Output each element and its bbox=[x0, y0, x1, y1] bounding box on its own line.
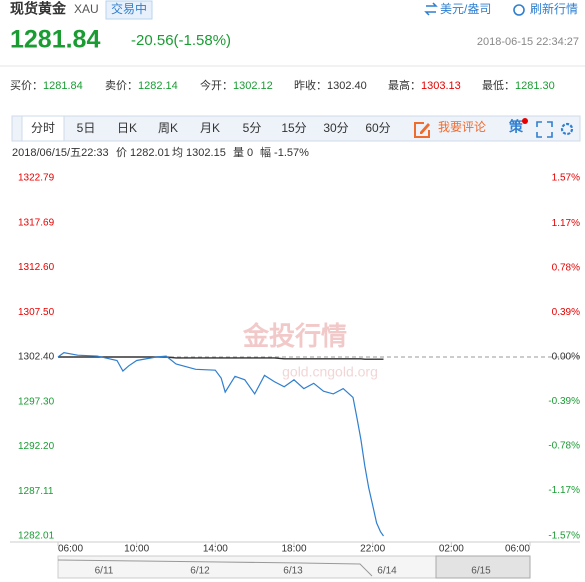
fullscreen-icon[interactable] bbox=[536, 121, 553, 138]
tab[interactable]: 5日 bbox=[77, 121, 96, 135]
y2-tick-label: 1.17% bbox=[552, 218, 580, 229]
y2-tick-label: 0.39% bbox=[552, 307, 580, 318]
tab[interactable]: 60分 bbox=[365, 121, 390, 135]
chart: 1322.79 1317.69 1312.60 1307.50 1302.40 1297.… bbox=[10, 173, 580, 555]
status-badge bbox=[105, 0, 153, 20]
title: 现货黄金 bbox=[10, 1, 67, 17]
x-tick-label: 10:00 bbox=[124, 544, 149, 555]
stat: 买价：1281.84 bbox=[10, 79, 83, 92]
stat-value: 1281.30 bbox=[515, 80, 555, 92]
y2-tick-label: -1.57% bbox=[548, 531, 580, 542]
settings-icon[interactable] bbox=[560, 122, 574, 136]
navigator-label: 6/13 bbox=[283, 566, 303, 577]
stat-value: 1303.13 bbox=[421, 80, 461, 92]
stat-value: 1302.40 bbox=[327, 80, 367, 92]
strategy-button[interactable]: 策 bbox=[508, 119, 524, 135]
y-tick-label: 1302.40 bbox=[18, 352, 55, 363]
y2-tick-label: 0.00% bbox=[552, 352, 580, 363]
x-tick-label: 14:00 bbox=[203, 544, 228, 555]
info-item: 幅 -1.57% bbox=[260, 146, 309, 159]
stat-value: 1281.84 bbox=[43, 80, 83, 92]
tab[interactable]: 月K bbox=[200, 121, 220, 135]
stat-label: 今开： bbox=[200, 78, 233, 92]
price-line bbox=[57, 351, 384, 537]
navigator-label: 6/14 bbox=[377, 566, 397, 577]
y-tick-label: 1307.50 bbox=[18, 307, 55, 318]
stat: 今开：1302.12 bbox=[200, 78, 273, 92]
y2-tick-label: -0.39% bbox=[548, 396, 580, 407]
tab[interactable]: 5分 bbox=[243, 121, 262, 135]
stat: 昨收：1302.40 bbox=[294, 78, 367, 92]
navigator-label: 6/12 bbox=[190, 566, 210, 577]
price: 1281.84 bbox=[10, 26, 100, 54]
y2-tick-label: -1.17% bbox=[548, 485, 580, 496]
watermark-url: gold.cngold.org bbox=[282, 364, 378, 380]
tab-bar bbox=[11, 115, 581, 142]
stat-value: 1282.14 bbox=[138, 80, 178, 92]
code: XAU bbox=[74, 2, 99, 16]
comment-button[interactable]: 我要评论 bbox=[438, 120, 486, 134]
stat-value: 1302.12 bbox=[233, 80, 273, 92]
stats-row: 买价：1281.84 卖价：1282.14 今开：1302.12 昨收：1302.40… bbox=[10, 78, 555, 92]
unit-button[interactable]: 美元/盎司 bbox=[440, 2, 491, 16]
y-tick-label: 1297.30 bbox=[18, 396, 55, 407]
refresh-button[interactable]: 刷新行情 bbox=[530, 1, 578, 16]
tab[interactable]: 分时 bbox=[31, 121, 55, 135]
timestamp: 2018-06-15 22:34:27 bbox=[477, 36, 579, 48]
watermark: 金投行情 bbox=[242, 321, 347, 351]
info-item: 均 1302.15 bbox=[172, 146, 226, 159]
stat: 卖价：1282.14 bbox=[105, 79, 178, 92]
y-tick-label: 1322.79 bbox=[18, 173, 55, 184]
info-item: 2018/06/15/五22:33 bbox=[12, 147, 109, 159]
info-row: 2018/06/15/五22:33 价 1282.01 均 1302.15 量 0 幅 … bbox=[12, 146, 309, 159]
stat-label: 昨收： bbox=[294, 78, 327, 92]
badge-dot bbox=[522, 118, 528, 124]
x-tick-label: 22:00 bbox=[360, 544, 385, 555]
refresh-icon bbox=[513, 4, 525, 16]
status: 交易中 bbox=[111, 1, 147, 16]
x-tick-label: 02:00 bbox=[439, 544, 464, 555]
change: -20.56(-1.58%) bbox=[131, 32, 231, 49]
stat-label: 最低： bbox=[482, 79, 515, 92]
stat-label: 买价： bbox=[10, 79, 43, 92]
comment-icon bbox=[414, 122, 430, 138]
stat: 最低：1281.30 bbox=[482, 79, 555, 92]
active-tab bbox=[21, 115, 65, 142]
y2-tick-label: 1.57% bbox=[552, 173, 580, 184]
tab[interactable]: 周K bbox=[158, 121, 178, 135]
navigator-labels: 6/11 6/12 6/13 6/14 6/15 bbox=[95, 566, 492, 577]
stat-label: 卖价： bbox=[105, 79, 138, 92]
swap-icon bbox=[424, 2, 438, 16]
info-item: 价 1282.01 bbox=[116, 146, 170, 159]
tab[interactable]: 30分 bbox=[323, 121, 348, 135]
tabs: 分时 5日 日K 周K 月K 5分 15分 30分 60分 bbox=[31, 121, 391, 135]
navigator-label: 6/11 bbox=[95, 566, 114, 577]
y-tick-label: 1312.60 bbox=[18, 262, 55, 273]
stat-label: 最高： bbox=[388, 78, 421, 92]
y-tick-label: 1287.11 bbox=[18, 486, 54, 497]
y2-tick-label: -0.78% bbox=[548, 441, 580, 452]
x-tick-label: 18:00 bbox=[281, 544, 306, 555]
x-tick-label: 06:00 bbox=[58, 544, 83, 555]
info-item: 量 0 bbox=[233, 146, 253, 159]
stat: 最高：1303.13 bbox=[388, 78, 461, 92]
tab[interactable]: 15分 bbox=[281, 121, 306, 135]
x-tick-label: 06:00 bbox=[505, 544, 530, 555]
average-line bbox=[58, 356, 384, 360]
y-tick-label: 1282.01 bbox=[18, 531, 55, 542]
tab[interactable]: 日K bbox=[117, 121, 137, 135]
y-tick-label: 1292.20 bbox=[18, 441, 55, 452]
y-tick-label: 1317.69 bbox=[18, 217, 55, 228]
navigator-label: 6/15 bbox=[471, 566, 491, 577]
y2-tick-label: 0.78% bbox=[552, 263, 580, 274]
navigator-window[interactable] bbox=[435, 555, 531, 579]
navigator-sparkline bbox=[57, 559, 373, 577]
